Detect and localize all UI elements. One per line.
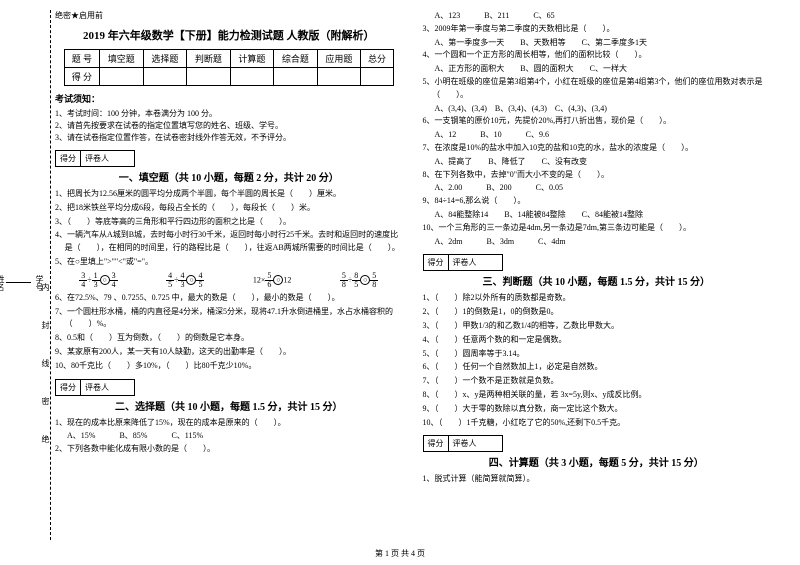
- q2-1-opts: A、15% B、85% C、115%: [55, 430, 403, 443]
- section4-title: 四、计算题（共 3 小题，每题 5 分，共计 15 分）: [423, 454, 771, 469]
- q2-5: 5、小明在班级的座位是第3组第4个，小红在班级的座位是第4组第3个，他们的座位用…: [423, 76, 771, 102]
- grade-marker: 评卷人: [449, 436, 481, 451]
- notice-item: 2、请首先按要求在试卷的指定位置填写您的姓名、班级、学号。: [55, 120, 403, 132]
- frac-expr: 12×56○12: [253, 272, 292, 289]
- score-head: 选择题: [143, 50, 187, 68]
- q3-6: 6、（ ）任何一个自然数加上1，必定是自然数。: [423, 361, 771, 374]
- right-column: A、123 B、211 C、65 3、2009年第一季度与第二季度的天数相比是（…: [413, 10, 781, 540]
- section1-title: 一、填空题（共 10 小题，每题 2 分，共计 20 分）: [55, 169, 403, 184]
- grade-box: 得分 评卷人: [55, 379, 135, 396]
- score-cell: [187, 68, 231, 86]
- exam-title: 2019 年六年级数学【下册】能力检测试题 人教版（附解析）: [55, 27, 403, 43]
- q3-3: 3、（ ）甲数1/3的和乙数1/4的相等，乙数比甲数大。: [423, 320, 771, 333]
- q2-6: 6、一支钢笔的原价10元，先提价20%,再打八折出售，现价是（ ）。: [423, 115, 771, 128]
- grade-marker: 评卷人: [81, 380, 113, 395]
- score-cell: [361, 68, 394, 86]
- q1-2: 2、把18米铁丝平均分成6段，每段占全长的（ ），每段长（ ）米。: [55, 202, 403, 215]
- notice-item: 3、请在试卷指定位置作答，在试卷密封线外作答无效，不予评分。: [55, 132, 403, 144]
- score-head: 题 号: [64, 50, 99, 68]
- q2-2: 2、下列各数中能化成有限小数的是（ ）。: [55, 443, 403, 456]
- formula-row: 34÷13○34 45÷43○45 12×56○12 58÷85○58: [55, 272, 403, 289]
- margin-label: 姓名: [0, 275, 6, 291]
- grade-box: 得分 评卷人: [55, 150, 135, 167]
- score-head: 填空题: [100, 50, 144, 68]
- q2-9: 9、84÷14=6,那么说（ ）。: [423, 195, 771, 208]
- q1-8: 8、0.5和（ ）互为倒数，（ ）的倒数是它本身。: [55, 332, 403, 345]
- q3-5: 5、（ ）圆周率等于3.14。: [423, 348, 771, 361]
- q3-7: 7、（ ）一个数不是正数就是负数。: [423, 375, 771, 388]
- q2-7: 7、在浓度是10%的盐水中加入10克的盐和10克的水，盐水的浓度是（ ）。: [423, 142, 771, 155]
- score-cell: 得 分: [64, 68, 99, 86]
- page-footer: 第 1 页 共 4 页: [0, 548, 800, 559]
- grade-score: 得分: [56, 151, 81, 166]
- q2-3-opts: A、第一季度多一天 B、天数相等 C、第二季度多1天: [423, 37, 771, 50]
- q4-1: 1、脱式计算（能简算就简算）。: [423, 473, 771, 486]
- q2-9-opts: A、84能整除14 B、14能被84整除 C、84能被14整除: [423, 209, 771, 222]
- grade-score: 得分: [424, 436, 449, 451]
- section2-title: 二、选择题（共 10 小题，每题 1.5 分，共计 15 分）: [55, 398, 403, 413]
- q3-2: 2、（ ）1的倒数是1，0的倒数是0。: [423, 306, 771, 319]
- score-head: 判断题: [187, 50, 231, 68]
- seal-line-text: 内封线密绝: [40, 283, 51, 473]
- q2-5-opts: A、(3,4)、(3,4) B、(3,4)、(4,3) C、(4,3)、(3,4…: [423, 103, 771, 116]
- q2-1: 1、现在的成本比原来降低了15%，现在的成本是原来的（ ）。: [55, 417, 403, 430]
- q2-3: 3、2009年第一季度与第二季度的天数相比是（ ）。: [423, 23, 771, 36]
- q1-6: 6、在72.5%、79 、0.7255、0.725 中，最大的数是（ ），最小的…: [55, 292, 403, 305]
- q1-9: 9、某家原有200人，某一天有10人缺勤，这天的出勤率是（ ）。: [55, 346, 403, 359]
- left-column: 绝密★启用前 2019 年六年级数学【下册】能力检测试题 人教版（附解析） 题 …: [45, 10, 413, 540]
- grade-box: 得分 评卷人: [423, 435, 503, 452]
- q1-3: 3、（ ）等底等高的三角形和平行四边形的面积之比是（ ）。: [55, 216, 403, 229]
- grade-score: 得分: [424, 255, 449, 270]
- section3-title: 三、判断题（共 10 小题，每题 1.5 分，共计 15 分）: [423, 273, 771, 288]
- grade-box: 得分 评卷人: [423, 254, 503, 271]
- q1-4: 4、一辆汽车从A城到B城，去时每小时行30千米，返回时每小时行25千米。去时和返…: [55, 229, 403, 255]
- q1-7: 7、一个圆柱形水桶，桶的内直径是4分米，桶深5分米，现将47.1升水倒进桶里，水…: [55, 306, 403, 332]
- q3-9: 9、（ ）大于零的数除以真分数，商一定比这个数大。: [423, 403, 771, 416]
- page-container: 绝密★启用前 2019 年六年级数学【下册】能力检测试题 人教版（附解析） 题 …: [0, 0, 800, 565]
- grade-marker: 评卷人: [449, 255, 481, 270]
- grade-marker: 评卷人: [81, 151, 113, 166]
- score-head: 总分: [361, 50, 394, 68]
- q3-10: 10、（ ）1千克糖，小红吃了它的50%,还剩下0.5千克。: [423, 417, 771, 430]
- score-head: 应用题: [317, 50, 361, 68]
- q2-4-opts: A、正方形的面积大 B、圆的面积大 C、一样大: [423, 63, 771, 76]
- score-cell: [274, 68, 318, 86]
- q2-7-opts: A、提高了 B、降低了 C、没有改变: [423, 156, 771, 169]
- q2-2-opts: A、123 B、211 C、65: [423, 10, 771, 23]
- score-head: 综合题: [274, 50, 318, 68]
- score-cell: [100, 68, 144, 86]
- q2-10: 10、一个三角形的三一条边是4dm,另一条边是7dm,第三条边可能是（ ）。: [423, 222, 771, 235]
- q2-8: 8、在下列各数中，去掉"0"而大小不变的是（ ）。: [423, 169, 771, 182]
- notice-heading: 考试须知：: [55, 92, 403, 105]
- frac-expr: 45÷43○45: [166, 272, 204, 289]
- q2-4: 4、一个圆和一个正方形的周长相等，他们的面积比较（ ）。: [423, 49, 771, 62]
- score-cell: [230, 68, 274, 86]
- score-head: 计算题: [230, 50, 274, 68]
- q2-10-opts: A、2dm B、3dm C、4dm: [423, 236, 771, 249]
- q1-5: 5、在○里填上">""<"或"="。: [55, 256, 403, 269]
- score-cell: [143, 68, 187, 86]
- score-cell: [317, 68, 361, 86]
- q3-4: 4、（ ）任意两个数的和一定是偶数。: [423, 334, 771, 347]
- grade-score: 得分: [56, 380, 81, 395]
- q2-8-opts: A、2.00 B、200 C、0.05: [423, 182, 771, 195]
- q1-10: 10、80千克比（ ）多10%，（ ）比80千克少10%。: [55, 360, 403, 373]
- secrecy-header: 绝密★启用前: [55, 10, 403, 21]
- frac-expr: 58÷85○58: [340, 272, 378, 289]
- score-table: 题 号 填空题 选择题 判断题 计算题 综合题 应用题 总分 得 分: [64, 49, 394, 86]
- q3-1: 1、（ ）除2以外所有的质数都是奇数。: [423, 292, 771, 305]
- notice-item: 1、考试时间：100 分钟，本卷满分为 100 分。: [55, 108, 403, 120]
- frac-expr: 34÷13○34: [79, 272, 117, 289]
- q3-8: 8、（ ）x、y是两种相关联的量，若 3x=5y,则x、y成反比例。: [423, 389, 771, 402]
- q1-1: 1、把周长为12.56厘米的圆平均分成两个半圆，每个半圆的周长是（ ）厘米。: [55, 188, 403, 201]
- q2-6-opts: A、12 B、10 C、9.6: [423, 129, 771, 142]
